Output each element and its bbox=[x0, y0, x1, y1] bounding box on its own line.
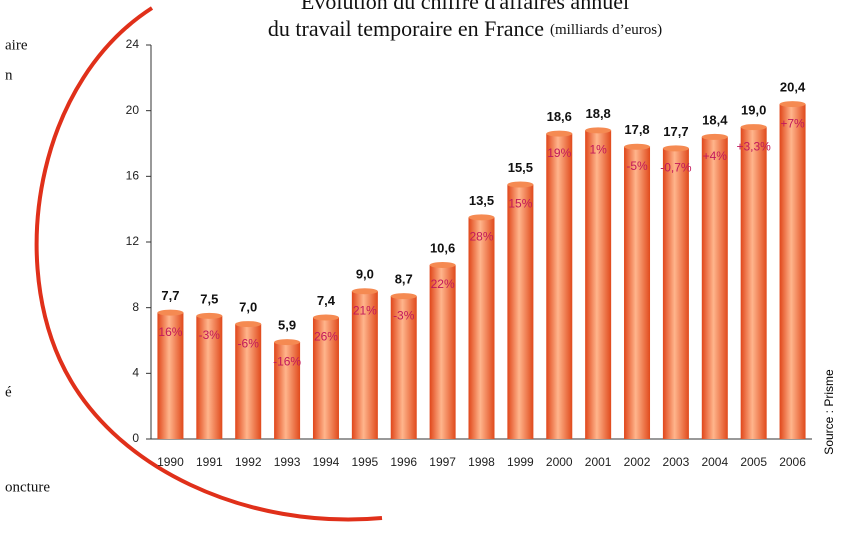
growth-label: 26% bbox=[314, 330, 338, 344]
growth-label: +7% bbox=[780, 116, 805, 130]
bar-top bbox=[196, 313, 222, 319]
value-label: 15,5 bbox=[508, 160, 533, 175]
x-tick-label: 1993 bbox=[274, 455, 301, 469]
growth-label: -3% bbox=[199, 328, 221, 342]
growth-label: -0,7% bbox=[660, 161, 692, 175]
x-tick-label: 1991 bbox=[196, 455, 223, 469]
x-tick-label: 1999 bbox=[507, 455, 534, 469]
y-tick-label: 24 bbox=[126, 37, 140, 51]
growth-label: -6% bbox=[238, 336, 260, 350]
bar-top bbox=[391, 293, 417, 299]
bar-top bbox=[663, 145, 689, 151]
x-tick-label: 2000 bbox=[546, 455, 573, 469]
bar bbox=[663, 148, 689, 439]
bar-top bbox=[469, 214, 495, 220]
value-label: 7,7 bbox=[161, 288, 179, 303]
side-text: é bbox=[5, 384, 12, 400]
bar-top bbox=[157, 310, 183, 316]
bar-top bbox=[430, 262, 456, 268]
bar bbox=[624, 147, 650, 439]
x-tick-label: 1997 bbox=[429, 455, 456, 469]
bar-top bbox=[274, 339, 300, 345]
x-tick-label: 1998 bbox=[468, 455, 495, 469]
side-text: oncture bbox=[5, 479, 50, 495]
x-tick-label: 1990 bbox=[157, 455, 184, 469]
bar bbox=[507, 185, 533, 439]
x-tick-label: 2001 bbox=[585, 455, 612, 469]
bar-top bbox=[313, 315, 339, 321]
bar bbox=[702, 137, 728, 439]
value-label: 9,0 bbox=[356, 267, 374, 282]
value-label: 5,9 bbox=[278, 318, 296, 333]
growth-label: 28% bbox=[469, 230, 493, 244]
chart: Évolution du chiffre d'affaires annuel d… bbox=[0, 0, 846, 536]
growth-label: 1% bbox=[589, 143, 607, 157]
value-label: 20,4 bbox=[780, 80, 806, 95]
growth-label: 16% bbox=[158, 325, 182, 339]
bar-top bbox=[235, 321, 261, 327]
x-tick-label: 2003 bbox=[663, 455, 690, 469]
value-label: 8,7 bbox=[395, 272, 413, 287]
subtitle: du travail temporaire en France bbox=[268, 16, 544, 41]
x-tick-label: 2004 bbox=[701, 455, 728, 469]
y-tick-label: 0 bbox=[132, 431, 139, 445]
bar bbox=[585, 130, 611, 439]
growth-label: 15% bbox=[508, 197, 532, 211]
decorative-arc bbox=[37, 8, 382, 520]
growth-label: +4% bbox=[703, 149, 728, 163]
value-label: 7,0 bbox=[239, 300, 257, 315]
bar-top bbox=[585, 127, 611, 133]
value-label: 19,0 bbox=[741, 103, 766, 118]
value-label: 7,4 bbox=[317, 293, 336, 308]
bar bbox=[469, 217, 495, 439]
bar-top bbox=[624, 144, 650, 150]
x-tick-label: 1996 bbox=[390, 455, 417, 469]
value-label: 18,4 bbox=[702, 112, 728, 127]
growth-label: 21% bbox=[353, 303, 377, 317]
growth-label: +3,3% bbox=[736, 139, 771, 153]
bar-top bbox=[546, 131, 572, 137]
growth-label: -3% bbox=[393, 308, 415, 322]
x-tick-label: 2002 bbox=[624, 455, 651, 469]
y-tick-label: 12 bbox=[126, 234, 140, 248]
value-label: 18,8 bbox=[585, 106, 610, 121]
source: Source : Prisme bbox=[822, 369, 836, 455]
value-label: 10,6 bbox=[430, 240, 455, 255]
value-label: 17,8 bbox=[624, 122, 649, 137]
bar bbox=[780, 104, 806, 439]
bar-top bbox=[702, 134, 728, 140]
chart-title: Évolution du chiffre d'affaires annuel bbox=[301, 0, 629, 14]
growth-label: -16% bbox=[273, 354, 301, 368]
x-tick-label: 2006 bbox=[779, 455, 806, 469]
y-tick-label: 8 bbox=[132, 300, 139, 314]
unit-label: (milliards d’euros) bbox=[550, 22, 662, 38]
chart-subtitle: du travail temporaire en France (milliard… bbox=[268, 16, 662, 41]
x-tick-label: 1995 bbox=[352, 455, 379, 469]
y-tick-label: 20 bbox=[126, 103, 140, 117]
growth-label: -5% bbox=[626, 159, 648, 173]
value-label: 7,5 bbox=[200, 291, 218, 306]
bar-top bbox=[780, 101, 806, 107]
value-label: 17,7 bbox=[663, 124, 688, 139]
x-tick-label: 1992 bbox=[235, 455, 262, 469]
y-tick-label: 4 bbox=[132, 366, 139, 380]
value-label: 13,5 bbox=[469, 193, 494, 208]
side-text: n bbox=[5, 67, 13, 83]
value-label: 18,6 bbox=[547, 109, 572, 124]
bar-top bbox=[507, 182, 533, 188]
bar bbox=[546, 134, 572, 439]
y-tick-label: 16 bbox=[126, 169, 140, 183]
growth-label: 22% bbox=[431, 277, 455, 291]
bar-top bbox=[352, 288, 378, 294]
bar bbox=[741, 127, 767, 439]
x-tick-label: 2005 bbox=[740, 455, 767, 469]
x-tick-label: 1994 bbox=[313, 455, 340, 469]
bar-top bbox=[741, 124, 767, 130]
growth-label: 19% bbox=[547, 146, 571, 160]
side-text: aire bbox=[5, 37, 28, 53]
